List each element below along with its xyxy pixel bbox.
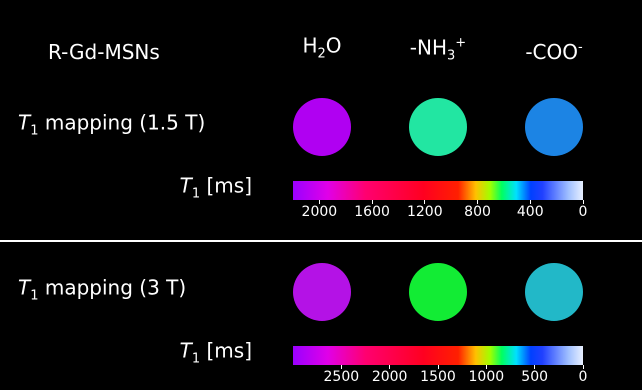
figure: R-Gd-MSNsH2O-NH3+-COO-T1 mapping (1.5 T)… (0, 0, 642, 390)
sample-circle (525, 263, 583, 321)
text-part: - (578, 40, 583, 55)
text-part: -COO (525, 40, 578, 64)
text-part: 1 (30, 289, 38, 304)
text-part: 1 (192, 352, 200, 367)
header-title: R-Gd-MSNs (48, 40, 160, 64)
column-header: -NH3+ (410, 32, 466, 69)
tick-label: 2000 (302, 204, 338, 220)
tick-label: 0 (579, 204, 588, 220)
tick-label: 1500 (420, 369, 456, 385)
colorbar-label: T1 [ms] (180, 174, 252, 207)
column-header: H2O (302, 34, 341, 67)
row-label: T1 mapping (3 T) (18, 276, 186, 309)
text-part: H (302, 34, 317, 58)
separator (0, 240, 642, 242)
text-part: T (180, 339, 192, 363)
text-part: 1 (192, 187, 200, 202)
tick-label: 2500 (324, 369, 360, 385)
tick-label: 500 (521, 369, 548, 385)
text-part: + (455, 36, 466, 51)
text-part: T (180, 174, 192, 198)
text-part: mapping (3 T) (39, 276, 187, 300)
colorbar-label: T1 [ms] (180, 339, 252, 372)
sample-circle (525, 98, 583, 156)
text-part: T (18, 276, 30, 300)
colorbar (293, 181, 583, 200)
text-part: O (326, 34, 342, 58)
sample-circle (409, 98, 467, 156)
colorbar (293, 346, 583, 365)
text-part: [ms] (200, 339, 252, 363)
row-label: T1 mapping (1.5 T) (18, 111, 205, 144)
text-part: [ms] (200, 174, 252, 198)
column-header: -COO- (525, 36, 582, 64)
sample-circle (409, 263, 467, 321)
tick-label: 1200 (407, 204, 443, 220)
sample-circle (293, 263, 351, 321)
text-part: -NH (410, 36, 447, 60)
tick-label: 1000 (469, 369, 505, 385)
tick-label: 1600 (354, 204, 390, 220)
tick-label: 2000 (372, 369, 408, 385)
sample-circle (293, 98, 351, 156)
tick-label: 0 (579, 369, 588, 385)
tick-label: 800 (464, 204, 491, 220)
text-part: T (18, 111, 30, 135)
text-part: mapping (1.5 T) (39, 111, 206, 135)
text-part: 3 (447, 49, 455, 64)
text-part: 1 (30, 124, 38, 139)
tick-label: 400 (517, 204, 544, 220)
